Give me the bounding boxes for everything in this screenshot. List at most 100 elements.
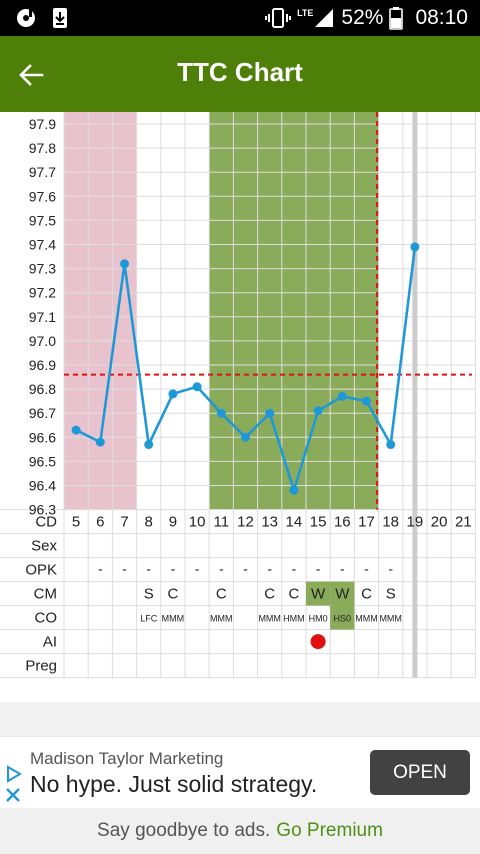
opk-value: - — [243, 561, 248, 577]
temperature-point — [168, 389, 178, 399]
y-tick-label: 96.4 — [29, 478, 56, 494]
cycle-day-label: 11 — [214, 514, 230, 531]
cm-value: S — [144, 586, 154, 603]
app-bar: TTC Chart — [0, 36, 480, 112]
y-tick-label: 96.3 — [29, 502, 56, 518]
cycle-day-label: 16 — [334, 514, 351, 531]
menstruation-band — [64, 112, 137, 510]
co-value: MMM — [379, 614, 402, 624]
cycle-day-label: 6 — [96, 514, 104, 531]
y-tick-label: 97.9 — [29, 116, 56, 132]
co-value: MMM — [210, 614, 233, 624]
ai-dot — [310, 634, 326, 650]
cycle-day-label: 14 — [286, 514, 303, 531]
opk-value: - — [267, 561, 272, 577]
cm-value: C — [264, 586, 275, 603]
y-tick-label: 97.3 — [29, 261, 56, 277]
cycle-day-label: 8 — [145, 514, 153, 531]
y-tick-label: 96.6 — [29, 429, 56, 445]
cm-value: C — [167, 586, 178, 603]
opk-value: - — [122, 561, 127, 577]
co-value: MMM — [162, 614, 185, 624]
y-tick-label: 97.2 — [29, 285, 56, 301]
temperature-point — [192, 382, 202, 392]
temperature-point — [289, 485, 299, 495]
cm-value: S — [386, 586, 396, 603]
cm-value: C — [288, 586, 299, 603]
cycle-day-label: 9 — [169, 514, 177, 531]
opk-value: - — [316, 561, 321, 577]
co-value: LFC — [140, 614, 158, 624]
co-value: MMM — [258, 614, 281, 624]
cycle-day-label: 19 — [407, 514, 424, 531]
y-tick-label: 96.9 — [29, 357, 56, 373]
temperature-point — [216, 408, 226, 418]
y-tick-label: 97.8 — [29, 140, 56, 156]
opk-value: - — [219, 561, 224, 577]
adchoices-icon[interactable] — [4, 765, 24, 809]
fertile-window-band — [209, 112, 379, 510]
ad-open-button[interactable]: OPEN — [370, 750, 470, 795]
opk-value: - — [171, 561, 176, 577]
cycle-day-label: 10 — [189, 514, 206, 531]
cm-highlight-cell — [306, 581, 331, 606]
opk-value: - — [340, 561, 345, 577]
battery-icon — [389, 7, 404, 30]
temperature-point — [337, 391, 347, 401]
ttc-chart[interactable]: 97.9 97.8 97.7 97.6 97.5 97.4 97.3 97.2 97.1 97.0… — [0, 112, 480, 702]
co-value: HM0 — [309, 614, 328, 624]
cycle-day-label: 21 — [455, 514, 472, 531]
page-title: TTC Chart — [177, 57, 303, 87]
temperature-point — [410, 242, 420, 252]
table-row-label: CD — [35, 514, 57, 531]
opk-value: - — [146, 561, 151, 577]
table-row-label: Sex — [31, 538, 57, 555]
opk-value: - — [98, 561, 103, 577]
cycle-day-label: 17 — [358, 514, 375, 531]
co-value: MMM — [355, 614, 378, 624]
temperature-point — [362, 396, 371, 406]
y-tick-label: 97.6 — [29, 188, 56, 204]
y-tick-label: 97.7 — [29, 164, 56, 180]
y-tick-label: 96.8 — [29, 381, 56, 397]
cycle-day-label: 5 — [72, 514, 80, 531]
temperature-point — [144, 440, 154, 450]
network-type: LTE — [297, 8, 314, 18]
opk-value: - — [388, 561, 393, 577]
ttc-chart-area[interactable]: 97.9 97.8 97.7 97.6 97.5 97.4 97.3 97.2 97.1 97.0… — [0, 112, 480, 702]
temperature-point — [120, 259, 129, 269]
status-bar: LTE 52% 08:10 — [0, 0, 480, 36]
temperature-point — [265, 408, 275, 418]
cycle-day-label: 12 — [237, 514, 254, 531]
y-tick-label: 97.1 — [29, 309, 56, 325]
current-day-marker — [412, 112, 418, 678]
music-notification-icon — [17, 9, 35, 27]
y-tick-label: 97.5 — [29, 212, 56, 228]
go-premium-link[interactable]: Go Premium — [276, 820, 383, 841]
opk-value: - — [195, 561, 200, 577]
arrow-left-icon — [19, 64, 44, 86]
table-row-label: OPK — [25, 562, 57, 579]
table-row-label: CM — [34, 586, 57, 603]
table-row-label: AI — [43, 634, 57, 651]
ad-headline[interactable]: No hype. Just solid strategy. — [30, 771, 318, 797]
vibrate-icon — [265, 8, 292, 28]
back-button[interactable] — [12, 56, 50, 94]
signal-icon — [315, 9, 334, 27]
table-row-label: CO — [35, 610, 58, 627]
cycle-day-label: 7 — [120, 514, 128, 531]
cycle-day-label: 18 — [382, 514, 399, 531]
cm-value: C — [216, 586, 227, 603]
battery-percent: 52% — [341, 6, 384, 29]
content-spacer — [0, 702, 480, 736]
co-value: HMM — [283, 614, 305, 624]
temperature-point — [386, 440, 396, 450]
opk-value: - — [292, 561, 297, 577]
cm-value: C — [361, 586, 372, 603]
cm-value: W — [335, 586, 350, 603]
y-tick-label: 97.0 — [29, 333, 56, 349]
y-tick-label: 96.7 — [29, 405, 56, 421]
co-highlight-cell — [330, 605, 355, 630]
ad-banner[interactable]: Madison Taylor Marketing No hype. Just s… — [0, 736, 480, 808]
temperature-point — [313, 406, 323, 416]
